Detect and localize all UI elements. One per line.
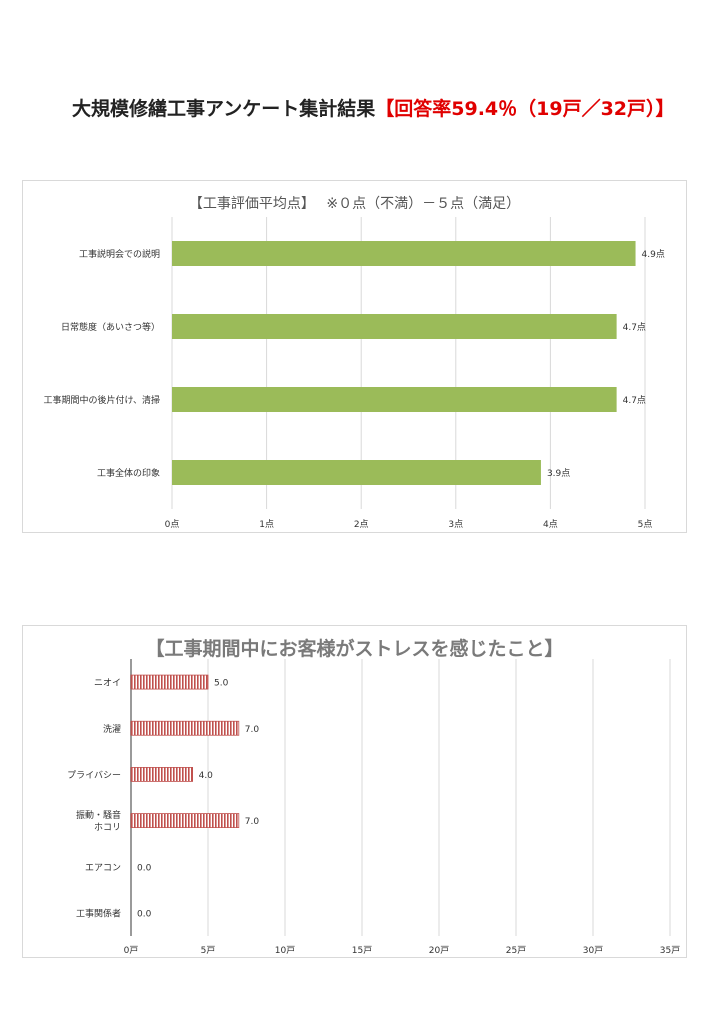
x-tick-label: 0戸: [124, 945, 139, 956]
category-label: 振動・騒音: [76, 809, 121, 821]
x-tick-label: 10戸: [275, 945, 295, 956]
x-tick-label: 1点: [259, 519, 274, 530]
data-label: 4.0: [199, 771, 214, 781]
data-label: 7.0: [245, 817, 260, 827]
category-label: ホコリ: [94, 822, 121, 833]
x-tick-label: 30戸: [583, 945, 603, 956]
x-tick-label: 2点: [354, 519, 369, 530]
bar: [172, 241, 636, 266]
chart-title: 【工事評価平均点】 ※０点（不満）－５点（満足）: [188, 196, 521, 212]
response-rate: 【回答率59.4％（19戸／32戸）】: [375, 98, 675, 120]
x-tick-label: 25戸: [506, 945, 526, 956]
data-label: 4.7点: [623, 395, 646, 406]
bar: [172, 387, 617, 412]
category-label: 日常態度（あいさつ等）: [61, 321, 160, 333]
stress-chart-plot: 0戸 5戸 10戸 15戸 20戸 25戸 30戸 35戸 5.0 ニオイ 7.0 洗濯 4.0 プライバ…: [67, 659, 680, 956]
x-tick-label: 5戸: [201, 945, 216, 956]
x-tick-label: 4点: [543, 519, 558, 530]
x-tick-label: 15戸: [352, 945, 372, 956]
bar: [172, 314, 617, 339]
data-label: 7.0: [245, 725, 260, 735]
category-label: エアコン: [85, 863, 121, 873]
category-label: 工事関係者: [76, 907, 121, 919]
data-label: 3.9点: [547, 468, 570, 479]
bar: [130, 720, 240, 736]
category-label: 工事期間中の後片付け、清掃: [43, 394, 160, 406]
data-label: 0.0: [137, 863, 152, 873]
page-title: 大規模修繕工事アンケート集計結果【回答率59.4％（19戸／32戸）】: [72, 94, 675, 121]
category-label: 工事全体の印象: [97, 467, 160, 479]
x-tick-label: 0点: [165, 519, 180, 530]
data-label: 5.0: [214, 679, 229, 689]
category-label: ニオイ: [94, 678, 121, 689]
x-tick-label: 35戸: [660, 945, 680, 956]
data-label: 4.9点: [642, 249, 665, 260]
category-label: 工事説明会での説明: [79, 248, 160, 260]
evaluation-chart: 【工事評価平均点】 ※０点（不満）－５点（満足） 0点 1点 2点 3点 4点 5点 4.9…: [22, 180, 687, 533]
x-tick-label: 3点: [448, 519, 463, 530]
category-label: プライバシー: [67, 770, 121, 781]
data-label: 0.0: [137, 909, 152, 919]
category-label: 洗濯: [103, 723, 121, 735]
bar: [130, 767, 193, 782]
bar: [172, 460, 541, 485]
stress-chart: 【工事期間中にお客様がストレスを感じたこと】 0戸 5戸 10戸 15戸 20戸 25戸 3…: [22, 625, 687, 958]
page-title-main: 大規模修繕工事アンケート集計結果: [72, 98, 376, 120]
bar: [130, 674, 209, 690]
evaluation-chart-plot: 0点 1点 2点 3点 4点 5点 4.9点 工事説明会での説明 4.7点 日常態度（あいさつ等）…: [43, 217, 665, 530]
x-tick-label: 5点: [638, 519, 653, 530]
bar: [130, 813, 240, 828]
x-tick-label: 20戸: [429, 945, 449, 956]
data-label: 4.7点: [623, 322, 646, 333]
chart-title: 【工事期間中にお客様がストレスを感じたこと】: [145, 638, 564, 660]
